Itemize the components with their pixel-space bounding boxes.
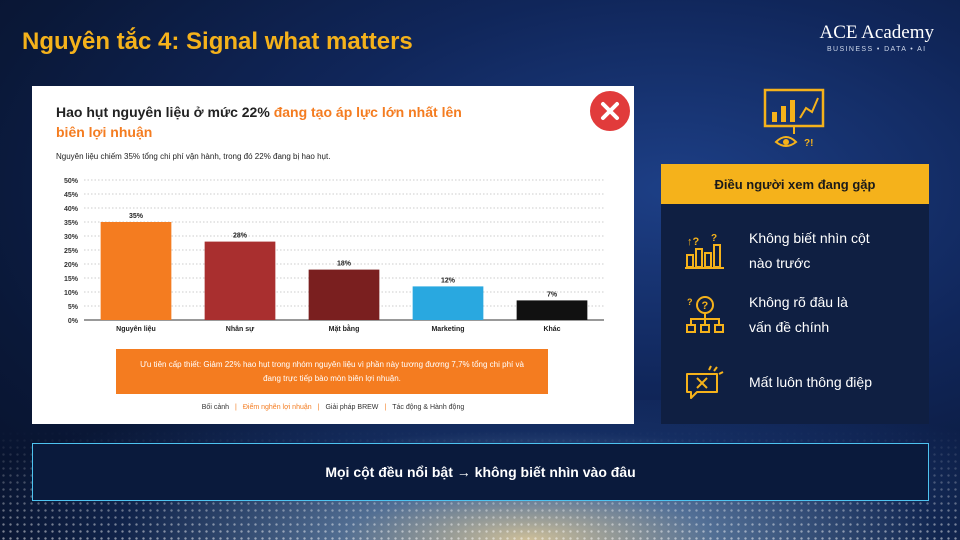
conclusion-banner: Mọi cột đều nổi bật → không biết nhìn và… [32,443,929,501]
x-tick-label: Marketing [431,326,464,333]
card-title-highlight: đang tạo áp lực lớn nhất lên biên lợi nh… [56,104,462,140]
y-tick-label: 0% [68,318,79,325]
breadcrumb-item-profit-bottleneck[interactable]: Điểm nghẽn lợi nhuận [242,404,312,411]
callout-box: Ưu tiên cấp thiết: Giảm 22% hao hụt tron… [116,349,548,394]
breadcrumb-item-impact-action[interactable]: Tác động & Hành động [392,404,465,411]
x-tick-label: Nguyên liệu [116,326,156,333]
issue-item: Mất luôn thông điệp [683,362,913,402]
bar [412,286,484,320]
svg-text:?: ? [702,300,709,312]
question-hierarchy-icon: ? ? [686,296,724,333]
issue-text: Không biết nhìn cột nào trước [749,226,870,276]
y-tick-label: 10% [64,290,79,297]
y-tick-label: 35% [64,220,79,227]
card-title-main: Hao hụt nguyên liệu ở mức 22% [56,104,274,120]
card-title: Hao hụt nguyên liệu ở mức 22% đang tạo á… [56,102,486,142]
close-icon [587,88,633,134]
y-tick-label: 15% [64,276,79,283]
bar-data-label: 18% [337,261,352,268]
bar-chart: 0% 5% 10% 15% 20% 25% 30% 35% 40% 45% 50% 35% Nguyên… [64,178,604,333]
y-tick-label: 5% [68,304,79,311]
x-tick-label: Khác [543,326,560,333]
y-tick-label: 50% [64,178,79,185]
bar [516,300,588,320]
bar-data-label: 7% [547,291,558,298]
breadcrumb-separator: | [235,404,237,411]
issue-text: Không rõ đâu là vấn đề chính [749,290,848,340]
bar-data-label: 28% [233,233,248,240]
x-tick-label: Nhân sự [226,326,255,333]
issue-item: ↑? ? Không biết nhìn cột nào trước [683,226,913,276]
svg-text:?: ? [687,297,693,307]
bar [204,241,276,320]
panel-header: Điều người xem đang gặp [661,164,929,204]
slide-title: Nguyên tắc 4: Signal what matters [22,28,413,55]
issue-text-line: Không rõ đâu là [749,294,848,310]
y-tick-label: 40% [64,206,79,213]
bar [308,269,380,320]
svg-text:?: ? [711,233,717,244]
breadcrumb-separator: | [384,404,387,411]
broken-message-icon [686,365,724,399]
x-tick-label: Mặt bằng [329,324,360,333]
chart-card: Hao hụt nguyên liệu ở mức 22% đang tạo á… [32,86,634,424]
issue-text-line: vấn đề chính [749,319,830,335]
issue-text: Mất luôn thông điệp [749,370,872,395]
brand-tagline: BUSINESS • DATA • AI [826,46,927,53]
y-tick-label: 25% [64,248,79,255]
breadcrumb-item-context[interactable]: Bối cảnh [201,404,230,411]
issue-text-line: nào trước [749,255,811,271]
bar [100,222,172,320]
y-tick-label: 20% [64,262,79,269]
brand-logo: ACE Academy BUSINESS • DATA • AI [819,22,934,53]
confused-chart-icon: ↑? ? [685,233,724,269]
issue-item: ? ? Không rõ đâu là vấn đề chính [683,290,913,340]
breadcrumb-separator: | [317,404,320,411]
svg-text:?!: ?! [804,138,813,149]
viewer-issues-panel: Điều người xem đang gặp ↑? ? Không biết … [661,164,929,424]
breadcrumb: Bối cảnh | Điểm nghẽn lợi nhuận | Giải pháp … [32,404,634,411]
chart-presentation-icon: ?! [763,88,825,149]
bar-data-label: 35% [129,213,144,220]
breadcrumb-item-brew-solution[interactable]: Giải pháp BREW [325,404,379,411]
bar-data-label: 12% [441,277,456,284]
brand-name: ACE Academy [819,22,934,43]
card-subtitle: Nguyên liệu chiếm 35% tổng chi phí vận h… [56,152,331,161]
issue-text-line: Không biết nhìn cột [749,230,870,246]
svg-text:↑?: ↑? [687,236,700,248]
y-tick-label: 45% [64,192,79,199]
y-tick-label: 30% [64,234,79,241]
issue-text-line: Mất luôn thông điệp [749,373,872,390]
